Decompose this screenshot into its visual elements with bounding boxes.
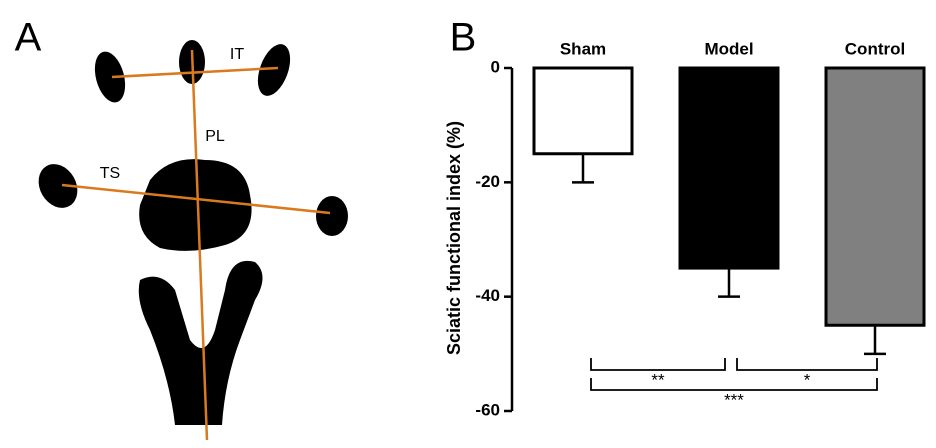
significance-label: ** bbox=[651, 370, 665, 389]
panel-label: B bbox=[450, 16, 477, 60]
significance-bracket bbox=[590, 358, 726, 371]
significance-bracket bbox=[590, 378, 878, 391]
panel-label: A bbox=[15, 16, 42, 60]
y-tick-label: -40 bbox=[475, 286, 500, 305]
y-tick-label: -60 bbox=[475, 400, 500, 419]
measure-label: PL bbox=[205, 128, 225, 145]
measure-lines bbox=[61, 49, 331, 441]
bar bbox=[532, 66, 634, 156]
significance-bracket bbox=[736, 358, 878, 371]
x-tick-label: Model bbox=[704, 39, 753, 58]
measure-label: TS bbox=[100, 165, 120, 182]
x-tick-label: Control bbox=[845, 39, 905, 58]
panel-b: B Sciatic functional index (%) 0 -20 -40 -6… bbox=[444, 16, 926, 419]
x-tick-label: Sham bbox=[560, 39, 606, 58]
bar bbox=[824, 66, 926, 327]
measure-label: IT bbox=[230, 46, 244, 63]
y-axis-label: Sciatic functional index (%) bbox=[444, 121, 464, 355]
significance-label: *** bbox=[724, 390, 744, 409]
bar bbox=[678, 66, 780, 270]
footprint bbox=[38, 40, 348, 425]
panel-a: A IT PL TS bbox=[15, 16, 348, 441]
y-tick-label: -20 bbox=[475, 172, 500, 191]
significance-label: * bbox=[804, 370, 811, 389]
y-tick-label: 0 bbox=[491, 57, 500, 76]
